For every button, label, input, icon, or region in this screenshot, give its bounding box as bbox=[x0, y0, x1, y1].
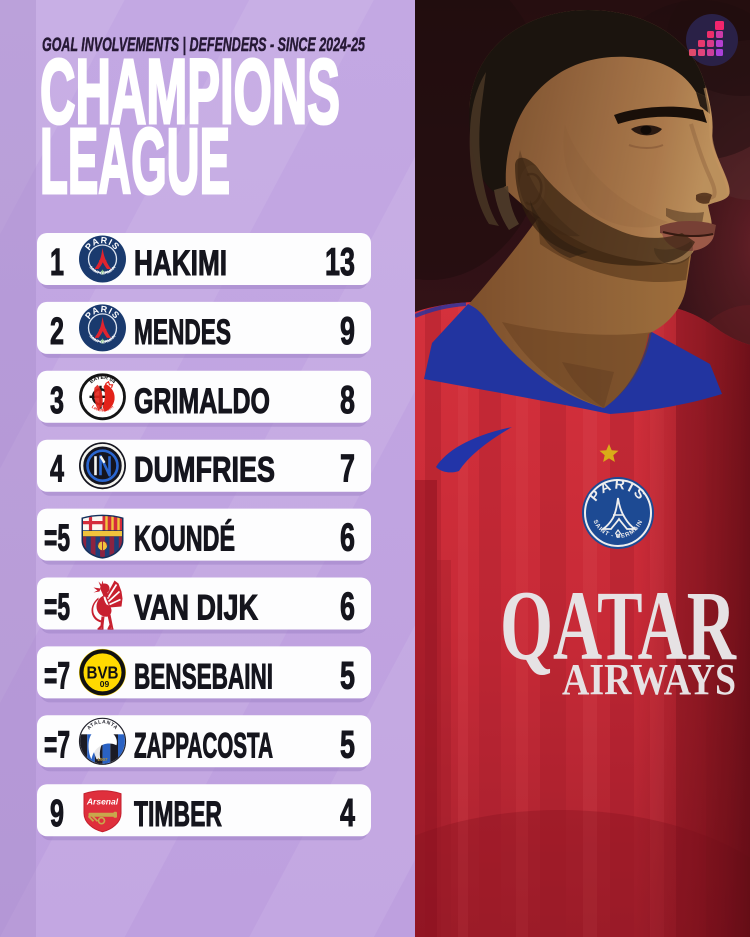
svg-text:BENSEBAINI: BENSEBAINI bbox=[134, 657, 273, 696]
svg-text:3: 3 bbox=[50, 380, 64, 422]
svg-text:ZAPPACOSTA: ZAPPACOSTA bbox=[134, 726, 273, 765]
svg-text:GOAL INVOLVEMENTS | DEFENDERS: GOAL INVOLVEMENTS | DEFENDERS - SINCE 20… bbox=[42, 34, 366, 56]
svg-text:5: 5 bbox=[340, 723, 355, 766]
svg-text:BAYER 04: BAYER 04 bbox=[89, 375, 117, 385]
svg-text:=7: =7 bbox=[44, 724, 70, 766]
svg-text:TIMBER: TIMBER bbox=[134, 795, 222, 834]
svg-text:9: 9 bbox=[340, 310, 355, 353]
svg-text:VAN DIJK: VAN DIJK bbox=[134, 589, 258, 628]
svg-text:=5: =5 bbox=[44, 587, 70, 629]
svg-text:PARIS: PARIS bbox=[83, 304, 122, 321]
svg-text:6: 6 bbox=[340, 586, 355, 629]
svg-text:BVB: BVB bbox=[87, 662, 119, 682]
svg-text:Arsenal: Arsenal bbox=[86, 797, 119, 807]
svg-text:KOUNDÉ: KOUNDÉ bbox=[134, 519, 235, 559]
svg-text:9: 9 bbox=[50, 793, 64, 835]
svg-text:8: 8 bbox=[340, 379, 355, 422]
svg-text:5: 5 bbox=[340, 654, 355, 697]
svg-text:4: 4 bbox=[50, 449, 64, 491]
svg-text:=7: =7 bbox=[44, 655, 70, 697]
svg-text:Leverkusen: Leverkusen bbox=[91, 404, 115, 413]
svg-text:6: 6 bbox=[340, 517, 355, 560]
svg-text:7: 7 bbox=[340, 448, 355, 491]
svg-text:AIRWAYS: AIRWAYS bbox=[562, 655, 736, 704]
svg-text:1907: 1907 bbox=[97, 757, 108, 762]
svg-text:13: 13 bbox=[325, 241, 355, 284]
svg-text:PARIS: PARIS bbox=[83, 235, 122, 252]
svg-text:2: 2 bbox=[50, 311, 64, 353]
svg-text:09: 09 bbox=[100, 679, 110, 689]
svg-text:GRIMALDO: GRIMALDO bbox=[134, 382, 270, 421]
svg-text:1: 1 bbox=[50, 242, 64, 284]
svg-text:CHAMPIONS: CHAMPIONS bbox=[40, 41, 340, 143]
svg-text:DUMFRIES: DUMFRIES bbox=[134, 451, 275, 490]
svg-text:QATAR: QATAR bbox=[500, 570, 737, 681]
svg-text:4: 4 bbox=[340, 792, 355, 835]
svg-text:MENDES: MENDES bbox=[134, 313, 231, 352]
svg-text:HAKIMI: HAKIMI bbox=[134, 244, 227, 283]
svg-text:=5: =5 bbox=[44, 518, 70, 560]
svg-text:LEAGUE: LEAGUE bbox=[40, 109, 230, 213]
